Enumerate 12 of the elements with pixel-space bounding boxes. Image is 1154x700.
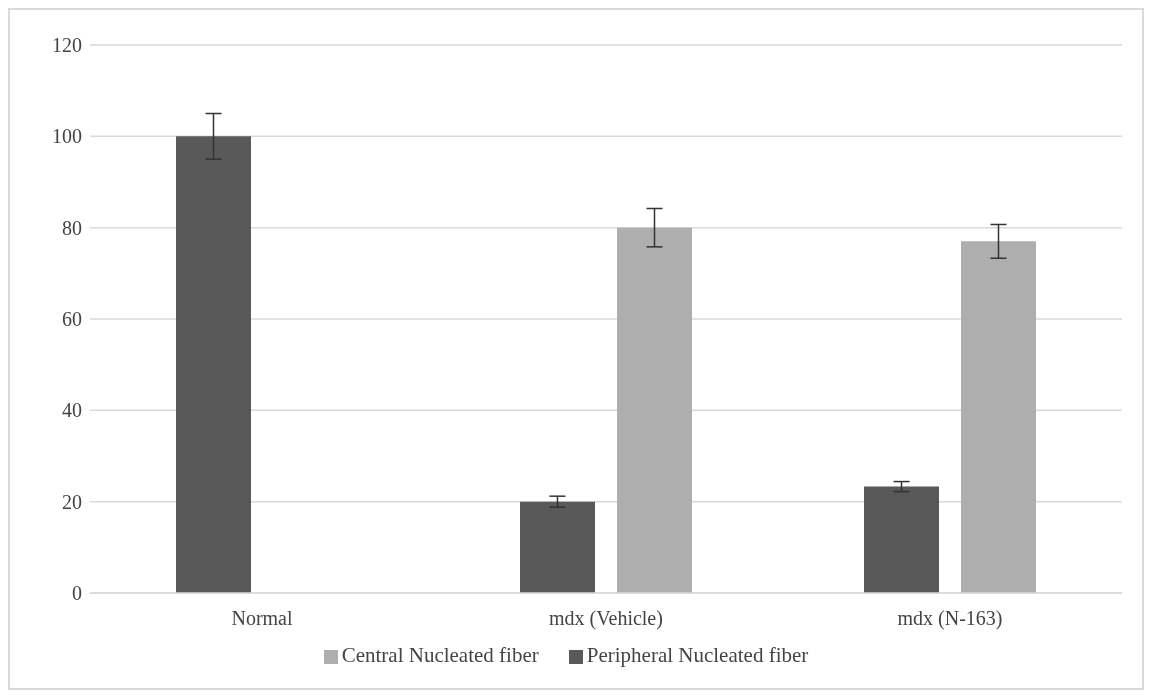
x-tick-label: Normal	[231, 607, 293, 630]
y-tick-label: 100	[52, 125, 82, 148]
y-tick-label: 60	[62, 308, 82, 331]
legend-label: Peripheral Nucleated fiber	[586, 643, 809, 667]
y-tick-label: 40	[62, 399, 82, 422]
x-tick-label: mdx (N-163)	[897, 607, 1003, 631]
x-tick-label: mdx (Vehicle)	[549, 607, 663, 631]
y-tick-label: 0	[72, 582, 82, 605]
y-tick-label: 20	[62, 490, 82, 513]
y-tick-label: 80	[62, 216, 82, 239]
legend-label: Central Nucleated fiber	[341, 643, 539, 667]
y-tick-label: 120	[52, 34, 82, 57]
